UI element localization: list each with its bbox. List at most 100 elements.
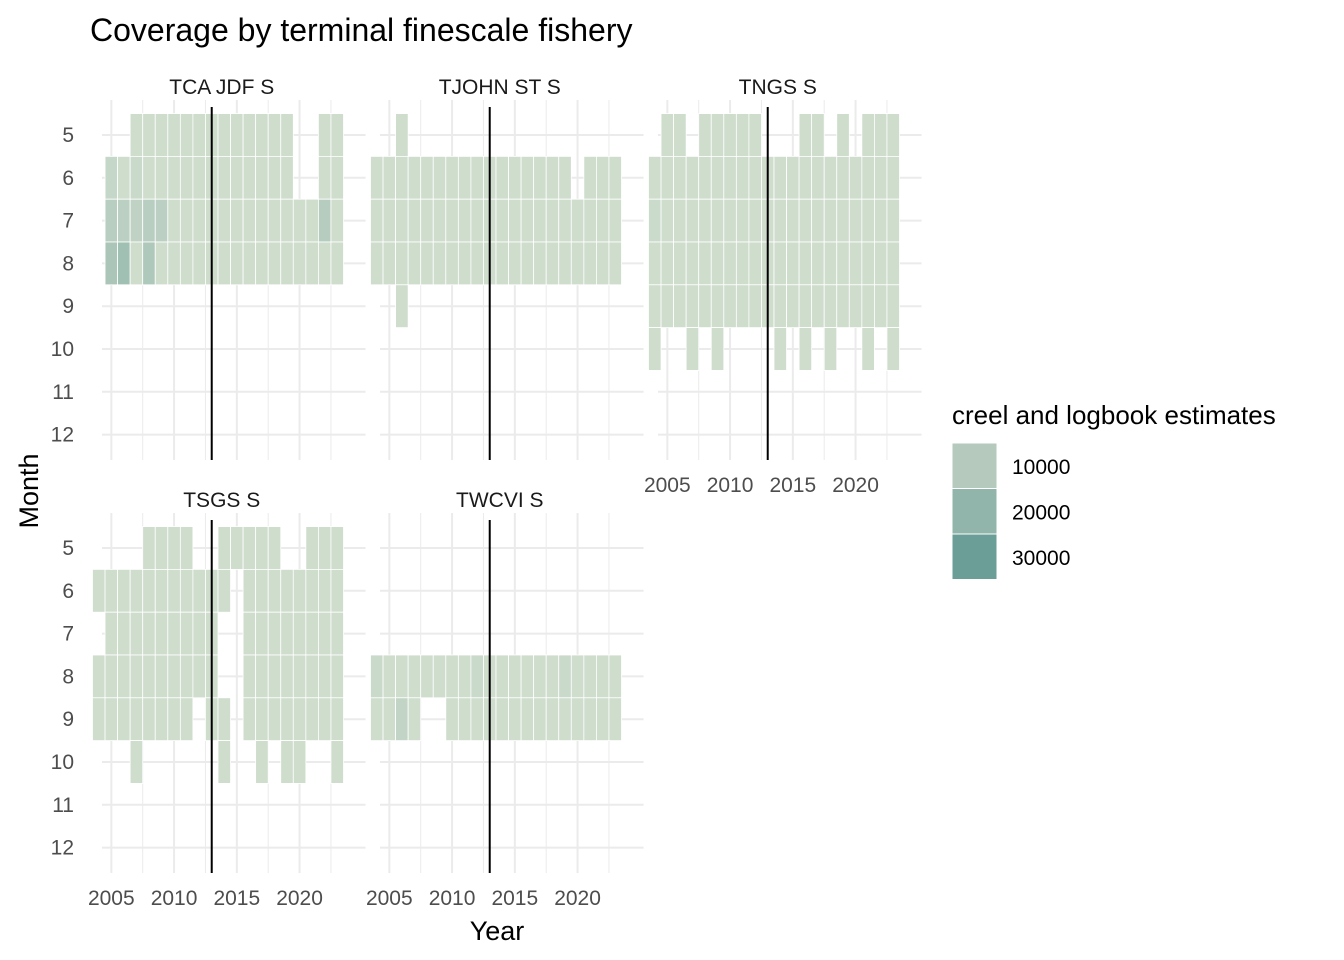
heatmap-tile <box>92 569 106 613</box>
heatmap-tile <box>533 697 547 741</box>
heatmap-tile <box>660 198 674 243</box>
y-tick-label: 11 <box>52 381 74 404</box>
heatmap-tile <box>179 611 194 656</box>
heatmap-tile <box>558 155 572 200</box>
heatmap-tile <box>786 241 800 286</box>
heatmap-tile <box>267 697 282 741</box>
heatmap-tile <box>370 198 384 243</box>
heatmap-tile <box>673 113 687 157</box>
heatmap-tile <box>432 198 447 243</box>
x-tick-label: 2020 <box>276 887 323 910</box>
heatmap-tile <box>142 569 156 613</box>
heatmap-tile <box>192 241 206 286</box>
heatmap-tile <box>117 697 131 741</box>
heatmap-tile <box>648 198 662 243</box>
heatmap-tile <box>255 241 269 286</box>
heatmap-tile <box>596 654 610 699</box>
heatmap-tile <box>217 113 231 157</box>
heatmap-tile <box>217 569 231 613</box>
x-tick-label: 2020 <box>832 474 879 497</box>
legend-label: 20000 <box>1012 502 1070 525</box>
heatmap-tile <box>242 654 257 699</box>
heatmap-tile <box>217 740 231 784</box>
heatmap-tile <box>142 155 156 200</box>
heatmap-tile <box>154 697 169 741</box>
heatmap-tile <box>104 241 119 286</box>
heatmap-tile <box>773 198 787 243</box>
facet-strip-label: TNGS S <box>739 76 817 99</box>
heatmap-tile <box>192 155 206 200</box>
heatmap-tile <box>217 155 231 200</box>
heatmap-tile <box>154 654 169 699</box>
heatmap-tile <box>267 569 282 613</box>
heatmap-tile <box>179 526 194 570</box>
heatmap-tile <box>167 697 181 741</box>
heatmap-tile <box>179 113 194 157</box>
heatmap-tile <box>596 241 610 286</box>
y-axis-title: Month <box>14 453 44 528</box>
x-tick-label: 2010 <box>151 887 198 910</box>
heatmap-tile <box>848 155 863 200</box>
heatmap-tile <box>420 654 434 699</box>
facet-strip-label: TCA JDF S <box>169 76 274 99</box>
heatmap-tile <box>886 284 900 328</box>
heatmap-tile <box>179 654 194 699</box>
chart-title: Coverage by terminal finescale fishery <box>90 12 632 48</box>
heatmap-tile <box>848 284 863 328</box>
heatmap-tile <box>710 327 725 371</box>
heatmap-tile <box>142 654 156 699</box>
heatmap-tile <box>292 241 307 286</box>
heatmap-tile <box>167 569 181 613</box>
heatmap-tile <box>558 654 572 699</box>
heatmap-tile <box>117 611 131 656</box>
heatmap-tile <box>660 155 674 200</box>
heatmap-tile <box>255 697 269 741</box>
heatmap-tile <box>735 198 750 243</box>
heatmap-tile <box>533 654 547 699</box>
heatmap-tile <box>370 697 384 741</box>
heatmap-tiles <box>104 113 344 286</box>
heatmap-tile <box>255 611 269 656</box>
heatmap-tile <box>382 697 396 741</box>
heatmap-tile <box>129 241 144 286</box>
heatmap-tile <box>470 654 484 699</box>
heatmap-tile <box>255 526 269 570</box>
heatmap-tile <box>267 611 282 656</box>
y-tick-label: 7 <box>62 210 74 233</box>
heatmap-tile <box>457 198 472 243</box>
heatmap-tile <box>823 198 838 243</box>
heatmap-tile <box>129 155 144 200</box>
facet-panel: TNGS S 2005 2010 2015 2020 <box>644 76 922 497</box>
heatmap-tile <box>192 611 206 656</box>
heatmap-tile <box>330 241 344 286</box>
x-axis-title: Year <box>470 916 525 946</box>
heatmap-tile <box>648 284 662 328</box>
heatmap-tile <box>723 198 737 243</box>
heatmap-tile <box>570 654 585 699</box>
heatmap-tile <box>407 198 422 243</box>
facet-panel: TJOHN ST S <box>370 76 644 460</box>
heatmap-tile <box>292 198 307 243</box>
heatmap-tile <box>508 198 522 243</box>
heatmap-tile <box>154 241 169 286</box>
heatmap-tile <box>280 740 294 784</box>
heatmap-tile <box>330 740 344 784</box>
heatmap-tile <box>836 155 850 200</box>
heatmap-tile <box>723 241 737 286</box>
heatmap-tile <box>698 284 712 328</box>
x-tick-label: 2015 <box>491 887 538 910</box>
heatmap-tile <box>167 155 181 200</box>
heatmap-tile <box>129 569 144 613</box>
heatmap-tile <box>673 284 687 328</box>
heatmap-tile <box>280 198 294 243</box>
heatmap-tile <box>735 284 750 328</box>
heatmap-tile <box>142 113 156 157</box>
heatmap-tile <box>104 611 119 656</box>
heatmap-tile <box>154 569 169 613</box>
heatmap-tile <box>710 198 725 243</box>
heatmap-tile <box>886 241 900 286</box>
heatmap-tile <box>142 697 156 741</box>
heatmap-tile <box>104 569 119 613</box>
heatmap-tile <box>395 113 409 157</box>
heatmap-tile <box>217 526 231 570</box>
